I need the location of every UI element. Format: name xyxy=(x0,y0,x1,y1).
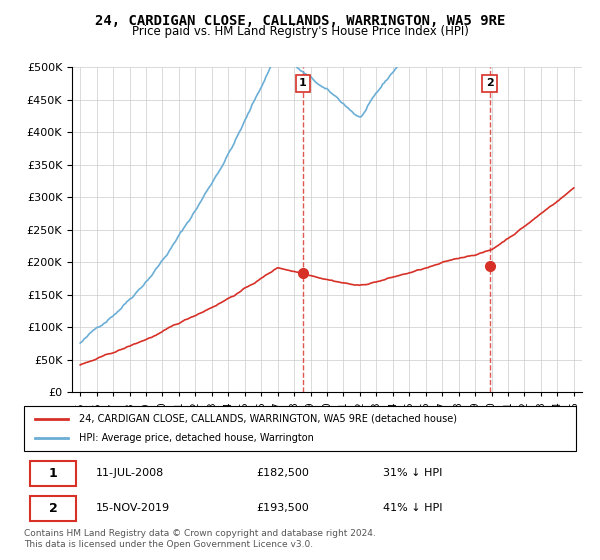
FancyBboxPatch shape xyxy=(24,406,576,451)
Text: 2: 2 xyxy=(49,502,58,515)
Text: HPI: Average price, detached house, Warrington: HPI: Average price, detached house, Warr… xyxy=(79,433,314,444)
Text: £193,500: £193,500 xyxy=(256,503,308,513)
Text: 1: 1 xyxy=(49,466,58,480)
Text: 2: 2 xyxy=(485,78,493,88)
Text: 11-JUL-2008: 11-JUL-2008 xyxy=(96,468,164,478)
Text: Price paid vs. HM Land Registry's House Price Index (HPI): Price paid vs. HM Land Registry's House … xyxy=(131,25,469,38)
Text: 41% ↓ HPI: 41% ↓ HPI xyxy=(383,503,442,513)
Text: 31% ↓ HPI: 31% ↓ HPI xyxy=(383,468,442,478)
FancyBboxPatch shape xyxy=(29,460,76,486)
Text: £182,500: £182,500 xyxy=(256,468,309,478)
Text: 24, CARDIGAN CLOSE, CALLANDS, WARRINGTON, WA5 9RE: 24, CARDIGAN CLOSE, CALLANDS, WARRINGTON… xyxy=(95,14,505,28)
Text: 1: 1 xyxy=(299,78,307,88)
FancyBboxPatch shape xyxy=(29,496,76,521)
Text: Contains HM Land Registry data © Crown copyright and database right 2024.
This d: Contains HM Land Registry data © Crown c… xyxy=(24,529,376,549)
Text: 15-NOV-2019: 15-NOV-2019 xyxy=(96,503,170,513)
Text: 24, CARDIGAN CLOSE, CALLANDS, WARRINGTON, WA5 9RE (detached house): 24, CARDIGAN CLOSE, CALLANDS, WARRINGTON… xyxy=(79,413,457,423)
